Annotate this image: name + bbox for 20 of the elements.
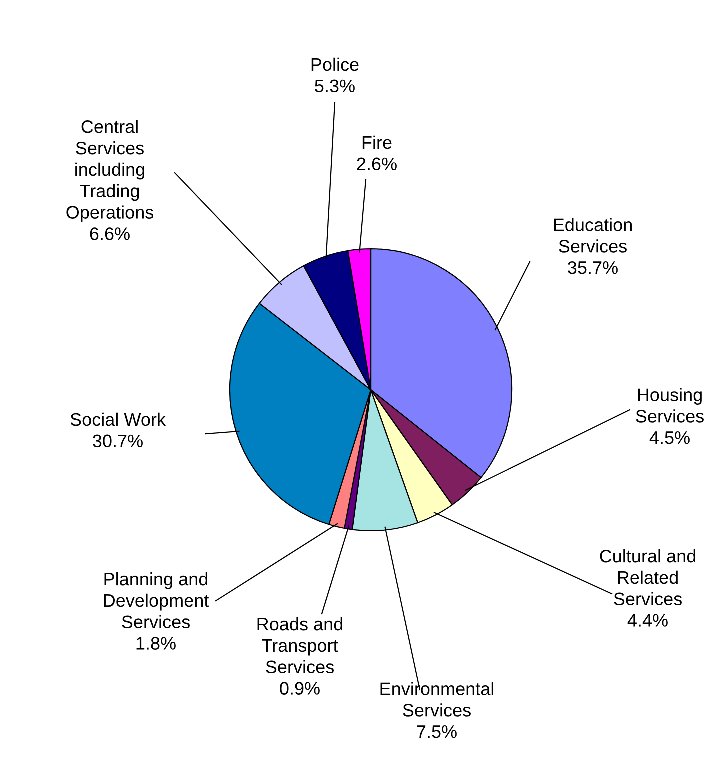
data-label: 4.4% — [628, 614, 668, 627]
data-label: 30.7% — [93, 434, 143, 448]
data-label: 7.5% — [417, 726, 457, 738]
slice-label: Planning and Development Services — [104, 572, 210, 629]
data-label: 6.6% — [90, 228, 130, 240]
data-label: 4.5% — [650, 432, 690, 444]
data-label: 1.8% — [136, 637, 176, 650]
data-label: 2.6% — [357, 158, 397, 171]
slice-label: Environmental Services — [380, 682, 494, 717]
slice-label: Social Work — [70, 412, 166, 426]
slice-label: Police — [312, 58, 359, 72]
data-label: 35.7% — [568, 261, 618, 274]
slice-label: Cultural and Related Services — [600, 549, 696, 606]
slice-label: Education Services — [554, 218, 632, 253]
data-label: 5.3% — [315, 80, 355, 93]
data-label: 0.9% — [280, 682, 320, 695]
slice-label: Roads and Transport Services — [258, 617, 343, 674]
slice-label: Central Services including Trading Operations — [66, 120, 154, 223]
slice-label: Fire — [362, 136, 392, 150]
slice-label: Housing Services — [636, 388, 704, 423]
